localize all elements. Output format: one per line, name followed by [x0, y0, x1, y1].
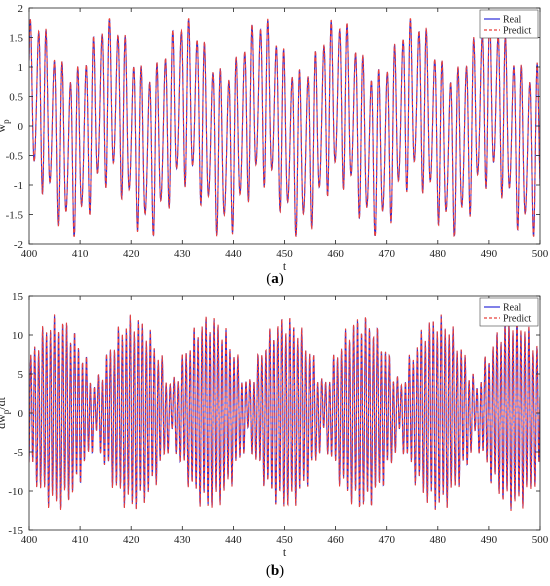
y-tick-label: -15 [8, 525, 23, 537]
x-tick-label: 440 [225, 534, 242, 546]
x-tick-label: 470 [378, 534, 395, 546]
x-tick-label: 490 [481, 534, 498, 546]
y-tick-label: 10 [12, 330, 24, 342]
x-tick-label: 490 [481, 248, 498, 260]
y-tick-label: 0 [18, 121, 24, 133]
y-tick-label: 15 [12, 291, 24, 303]
x-tick-label: 430 [174, 248, 191, 260]
x-tick-label: 460 [327, 534, 344, 546]
y-tick-label: 0 [18, 408, 24, 420]
x-tick-label: 420 [123, 248, 140, 260]
series-line-predict [29, 18, 540, 238]
panel-label-b: b [270, 563, 280, 579]
x-tick-label: 400 [21, 248, 38, 260]
y-tick-label: 2 [18, 3, 24, 15]
x-tick-label: 440 [225, 248, 242, 260]
y-tick-label: -1 [14, 180, 23, 192]
x-tick-label: 450 [276, 248, 293, 260]
y-axis-label: wp [0, 119, 11, 133]
panel-caption-b: (b) [265, 563, 285, 579]
x-tick-label: 480 [430, 248, 447, 260]
x-tick-label: 470 [378, 248, 395, 260]
y-tick-label: -2 [14, 239, 23, 251]
x-tick-label: 430 [174, 534, 191, 546]
panel-label-a: a [271, 271, 279, 287]
legend-label-predict: Predict [503, 26, 532, 37]
legend-label-real: Real [503, 303, 522, 314]
chart-panel-a: 400 410 420 430 440 450 460 470 480 490 500 -2 -1.5 -… [0, 3, 549, 270]
x-axis-label: t [283, 259, 287, 270]
x-tick-label: 500 [532, 248, 549, 260]
y-tick-label: -10 [8, 486, 23, 498]
x-tick-label: 460 [327, 248, 344, 260]
y-tick-label: 5 [18, 369, 24, 381]
x-tick-label: 450 [276, 534, 293, 546]
x-tick-label: 410 [72, 534, 89, 546]
legend-label-real: Real [503, 15, 522, 26]
legend-label-predict: Predict [503, 314, 532, 325]
x-axis-label: t [283, 545, 287, 559]
x-tick-label: 400 [21, 534, 38, 546]
y-tick-label: -5 [14, 447, 24, 459]
series-line-predict [29, 313, 540, 512]
x-tick-label: 480 [430, 534, 447, 546]
x-tick-label: 500 [532, 534, 549, 546]
y-tick-label: 1.5 [9, 33, 23, 45]
panel-caption-a: (a) [266, 271, 284, 287]
y-tick-label: -0.5 [6, 151, 24, 163]
x-tick-label: 420 [123, 534, 140, 546]
chart-panel-b: 400 410 420 430 440 450 460 470 480 490 500 -15 -10 -… [0, 291, 549, 559]
y-axis-label: dwp/dt [0, 396, 11, 429]
plot-frame [28, 7, 541, 245]
x-tick-label: 410 [72, 248, 89, 260]
y-tick-label: 1 [18, 62, 24, 74]
y-tick-label: 0.5 [9, 92, 23, 104]
y-tick-label: -1.5 [6, 210, 24, 222]
series-line-real [29, 19, 540, 237]
